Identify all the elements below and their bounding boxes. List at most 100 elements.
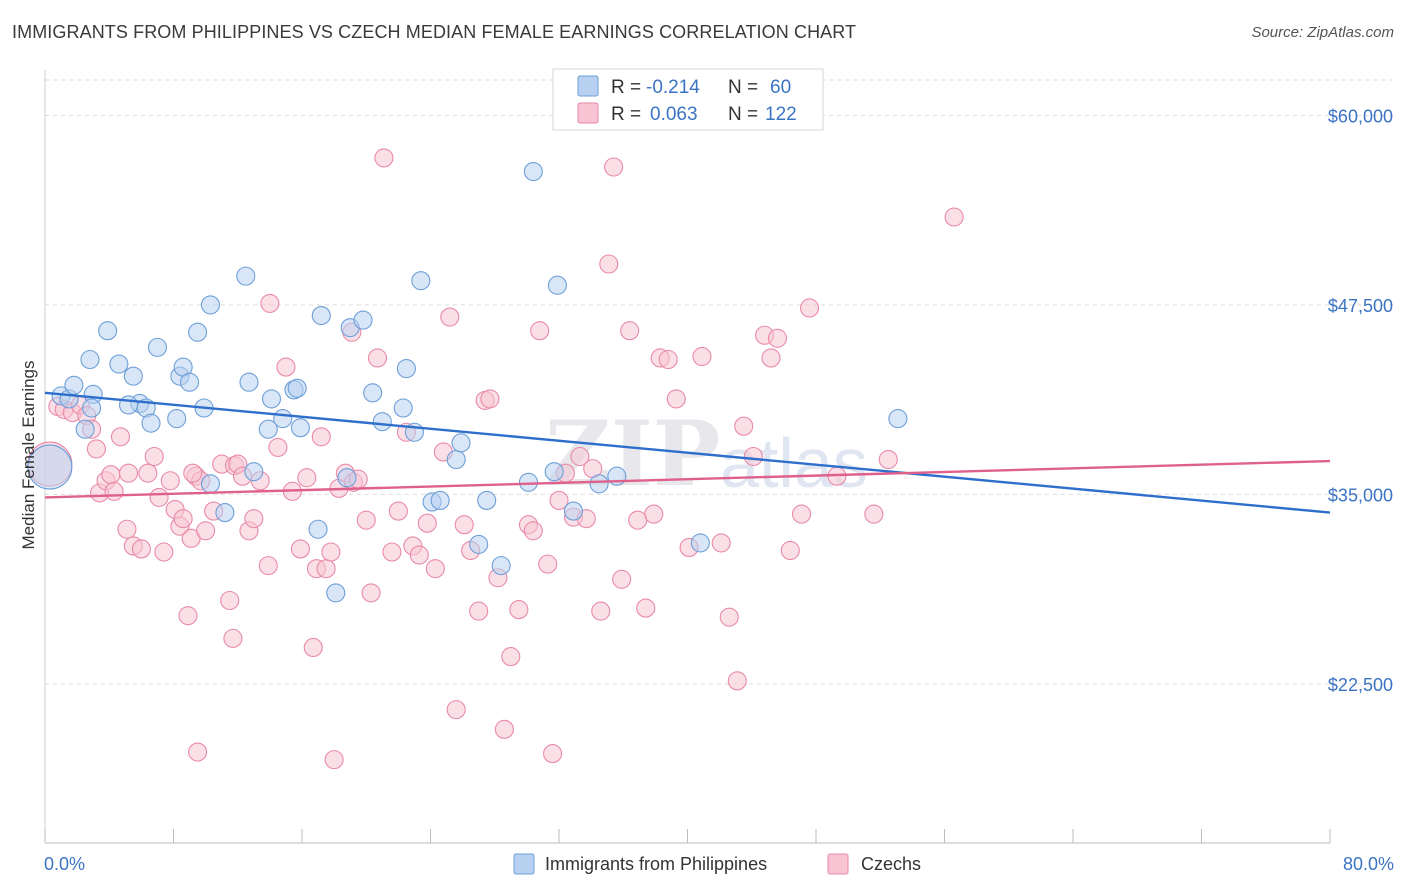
point-philippines — [690, 533, 710, 553]
point-czechs — [446, 700, 466, 720]
point-czechs — [268, 437, 288, 457]
point-czechs — [523, 521, 543, 541]
point-philippines — [888, 409, 908, 429]
point-czechs — [311, 427, 331, 447]
legend-swatch-philippines — [577, 75, 599, 97]
point-philippines — [563, 501, 584, 521]
point-czechs — [604, 157, 624, 177]
y-tick-label: $35,000 — [1328, 485, 1393, 505]
point-philippines — [451, 433, 471, 453]
point-philippines — [75, 419, 95, 439]
point-philippines — [393, 398, 413, 418]
point-philippines — [337, 468, 357, 488]
point-philippines — [446, 449, 466, 470]
point-philippines — [200, 474, 220, 494]
point-czechs — [454, 515, 474, 535]
point-philippines — [469, 534, 489, 554]
chart-source: Source: ZipAtlas.com — [1251, 24, 1394, 41]
series-legend: Immigrants from Philippines Czechs — [513, 853, 921, 875]
data-points — [27, 148, 964, 770]
point-czechs — [321, 542, 341, 562]
point-philippines — [200, 295, 220, 315]
point-czechs — [800, 298, 820, 318]
point-czechs — [223, 628, 243, 648]
legend1-n-label: N = — [728, 77, 758, 98]
point-philippines — [396, 359, 416, 379]
point-czechs — [494, 719, 514, 739]
y-tick-labels: $60,000 $47,500 $35,000 $22,500 — [1328, 106, 1393, 694]
point-czechs — [149, 487, 169, 507]
point-czechs — [144, 446, 164, 467]
point-czechs — [692, 346, 712, 367]
x-tick-min: 0.0% — [44, 854, 85, 874]
series-legend-swatch-philippines — [513, 853, 535, 875]
point-czechs — [743, 446, 763, 467]
point-czechs — [543, 744, 563, 764]
series-legend-czechs: Czechs — [861, 854, 921, 874]
point-philippines — [523, 162, 543, 182]
point-czechs — [425, 559, 445, 579]
point-czechs — [276, 357, 296, 377]
point-czechs — [530, 321, 550, 341]
point-philippines — [326, 583, 346, 603]
point-czechs — [86, 439, 106, 459]
trend-line-czechs — [44, 459, 1331, 499]
point-czechs — [110, 427, 131, 447]
point-czechs — [154, 542, 174, 562]
chart-title: IMMIGRANTS FROM PHILIPPINES VS CZECH MED… — [12, 22, 857, 42]
point-czechs — [599, 254, 619, 274]
point-czechs — [290, 539, 310, 559]
point-czechs — [727, 671, 747, 691]
point-philippines — [411, 271, 431, 291]
point-czechs — [644, 504, 664, 524]
point-philippines — [82, 398, 102, 418]
point-czechs — [591, 601, 611, 621]
point-czechs — [117, 519, 137, 539]
legend1-r-label: R = — [611, 77, 641, 98]
point-czechs — [303, 637, 323, 658]
point-philippines — [363, 383, 383, 403]
point-czechs — [104, 481, 124, 501]
point-philippines — [180, 372, 200, 392]
point-czechs — [612, 569, 632, 589]
point-czechs — [666, 389, 686, 409]
point-czechs — [509, 600, 529, 620]
point-philippines — [109, 354, 129, 374]
point-czechs — [258, 556, 278, 576]
series-legend-swatch-czechs — [827, 853, 849, 875]
point-czechs — [382, 542, 402, 562]
point-czechs — [101, 465, 121, 485]
point-philippines — [308, 519, 328, 539]
point-philippines — [27, 444, 73, 490]
x-tick-max: 80.0% — [1343, 854, 1394, 874]
trend-lines — [44, 391, 1331, 514]
y-tick-label: $47,500 — [1328, 296, 1393, 316]
trend-line-philippines — [44, 391, 1331, 514]
point-czechs — [131, 539, 151, 559]
point-czechs — [160, 471, 180, 491]
point-philippines — [141, 413, 161, 433]
point-philippines — [123, 366, 143, 386]
point-czechs — [118, 463, 139, 483]
point-philippines — [353, 310, 373, 330]
point-czechs — [440, 307, 460, 327]
point-philippines — [430, 490, 450, 511]
point-czechs — [719, 607, 739, 627]
point-czechs — [316, 559, 336, 579]
legend1-r-value: -0.214 — [646, 77, 700, 98]
point-czechs — [409, 545, 429, 565]
point-philippines — [544, 462, 564, 482]
point-czechs — [636, 598, 656, 618]
point-czechs — [173, 509, 193, 529]
point-philippines — [147, 337, 167, 357]
point-philippines — [273, 409, 293, 429]
stats-legend: R = -0.214 N = 60 R = 0.063 N = 122 — [552, 68, 824, 131]
point-philippines — [98, 321, 118, 341]
point-philippines — [244, 462, 264, 482]
point-philippines — [64, 375, 84, 395]
point-philippines — [491, 556, 511, 576]
point-czechs — [878, 449, 898, 470]
point-czechs — [188, 742, 208, 762]
point-czechs — [734, 416, 754, 436]
